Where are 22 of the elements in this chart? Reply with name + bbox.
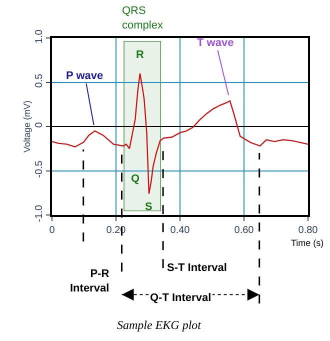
y-tick-label: -1.0 xyxy=(34,204,45,222)
y-axis-title: Voltage (mV) xyxy=(22,100,32,153)
y-tick-label: 0.5 xyxy=(34,73,45,88)
x-axis-title: Time (s) xyxy=(291,238,324,248)
annotation: Q xyxy=(131,173,140,185)
text: Q-T Interval xyxy=(150,292,212,304)
line-series xyxy=(52,72,308,194)
x-tick-label: 0 xyxy=(49,225,56,236)
text: S-T Interval xyxy=(167,262,227,274)
y-tick-label: 1.0 xyxy=(34,29,45,44)
band-label: QRS complex xyxy=(122,5,164,32)
x-tick-label: 0.40 xyxy=(170,225,190,236)
annotation: S xyxy=(145,201,152,213)
annotation: P wave xyxy=(66,70,104,82)
y-tick-label: -0.5 xyxy=(34,160,45,178)
x-tick-label: 0.60 xyxy=(234,225,254,236)
annotation: R xyxy=(136,49,144,61)
annotation: T wave xyxy=(197,37,234,49)
x-tick-label: 0.80 xyxy=(298,225,318,236)
y-tick-label: 0 xyxy=(34,122,45,128)
text: P-R Interval xyxy=(70,268,110,294)
text: Sample EKG plot xyxy=(117,318,202,332)
